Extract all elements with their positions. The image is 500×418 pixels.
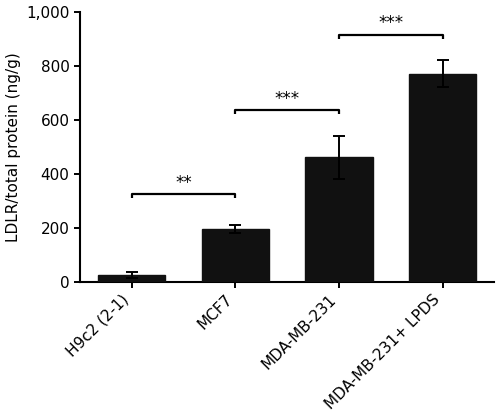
- Bar: [306, 158, 372, 282]
- Y-axis label: LDLR/total protein (ng/g): LDLR/total protein (ng/g): [6, 52, 20, 242]
- Text: **: **: [175, 174, 192, 192]
- Bar: [98, 275, 166, 282]
- Text: ***: ***: [378, 14, 404, 32]
- Text: ***: ***: [274, 90, 299, 108]
- Bar: [202, 229, 269, 282]
- Bar: [409, 74, 476, 282]
